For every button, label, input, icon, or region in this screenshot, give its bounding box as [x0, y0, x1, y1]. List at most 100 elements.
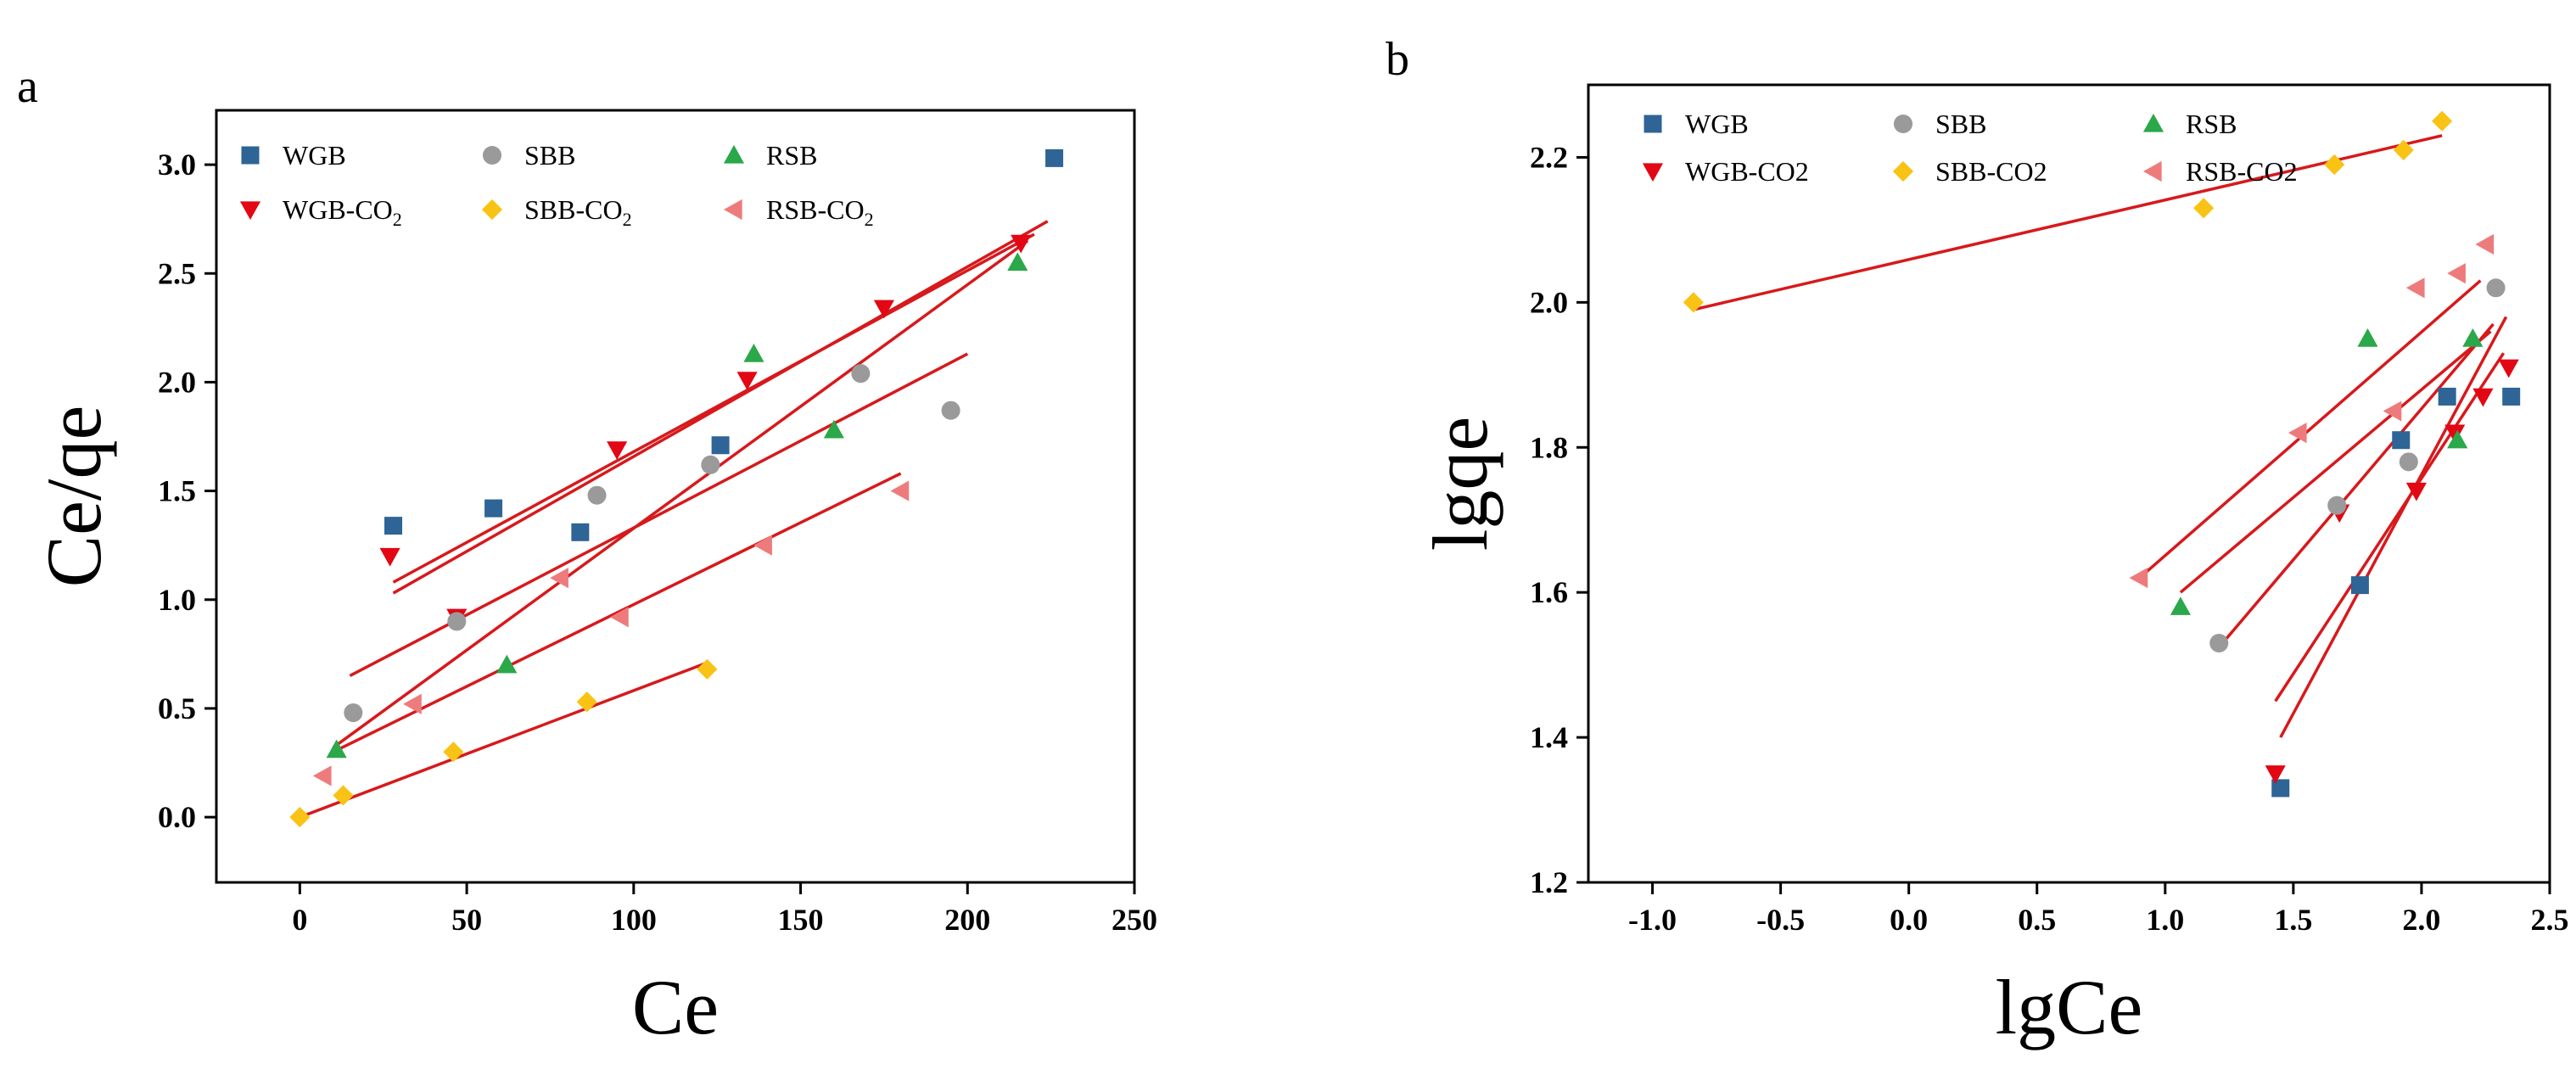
- data-point: [496, 654, 518, 674]
- data-point: [2327, 496, 2347, 515]
- y-tick-label: 1.2: [1530, 865, 1568, 899]
- data-point: [2447, 429, 2468, 449]
- plot-frame: [1587, 83, 2551, 884]
- legend-label: SBB-CO2: [524, 194, 632, 230]
- data-point: [484, 499, 503, 518]
- panel-a-label: a: [17, 60, 38, 113]
- data-point: [610, 607, 629, 628]
- y-tick-label: 3.0: [158, 148, 196, 182]
- legend-marker: [1644, 115, 1662, 133]
- legend-label-subscript: 2: [623, 209, 632, 230]
- data-point: [379, 547, 400, 567]
- fit-line: [392, 232, 1035, 584]
- data-point: [289, 807, 311, 828]
- data-point: [2447, 263, 2466, 284]
- data-point: [326, 739, 347, 759]
- data-point: [2472, 388, 2494, 407]
- x-tick-label: -0.5: [1756, 903, 1805, 937]
- legend-label: SBB-CO2: [1935, 156, 2047, 187]
- fit-line: [349, 352, 969, 678]
- data-point: [1007, 252, 1028, 272]
- legend-label-subscript: 2: [865, 209, 874, 230]
- y-tick-label: 2.0: [158, 365, 196, 399]
- legend-marker: [239, 201, 261, 221]
- data-point: [2193, 198, 2215, 219]
- x-tick-label: 0: [292, 903, 307, 937]
- legend-label: RSB-CO2: [2186, 156, 2298, 187]
- y-tick-label: 1.4: [1530, 720, 1568, 754]
- data-point: [736, 372, 758, 390]
- legend-label: WGB-CO2: [1685, 156, 1809, 187]
- x-tick-label: 200: [944, 903, 990, 937]
- data-point: [2324, 154, 2345, 176]
- x-tick-label: 1.0: [2146, 903, 2184, 937]
- data-point: [2498, 359, 2519, 378]
- data-point: [2265, 765, 2286, 784]
- legend-marker: [2142, 113, 2164, 132]
- data-point: [2383, 400, 2402, 422]
- x-tick-label: 150: [778, 903, 824, 937]
- data-point: [941, 400, 960, 420]
- data-point: [823, 419, 844, 439]
- series-sbb: [344, 364, 960, 723]
- data-point: [2392, 431, 2411, 450]
- legend-label: SBB: [1935, 109, 1986, 139]
- x-tick-label: 0.0: [1890, 903, 1928, 937]
- data-point: [1683, 292, 1704, 313]
- data-point: [312, 765, 332, 787]
- fit-line: [2279, 316, 2508, 738]
- y-tick-label: 2.0: [1530, 285, 1568, 319]
- series-sbb-co2: [289, 658, 718, 828]
- x-tick-label: 100: [611, 903, 657, 937]
- data-point: [571, 523, 590, 541]
- data-point: [2462, 328, 2484, 347]
- series-wgb-co2: [379, 234, 1032, 628]
- legend-marker: [723, 199, 742, 221]
- data-point: [711, 436, 730, 455]
- fit-line: [332, 239, 1029, 749]
- series-wgb: [2271, 387, 2521, 798]
- legend-label: WGB: [1685, 109, 1749, 139]
- series-sbb: [2209, 278, 2506, 653]
- data-point: [2486, 278, 2506, 298]
- fit-line: [1693, 134, 2443, 311]
- data-point: [344, 703, 363, 723]
- fit-line: [392, 220, 1049, 595]
- data-point: [743, 344, 764, 362]
- data-point: [2405, 277, 2425, 299]
- data-point: [2405, 482, 2427, 501]
- data-point: [2502, 387, 2521, 406]
- y-tick-label: 2.5: [158, 256, 196, 290]
- y-tick-label: 2.2: [1530, 140, 1568, 174]
- legend-label: WGB-CO2: [283, 194, 402, 230]
- data-point: [333, 785, 354, 806]
- x-tick-label: -1.0: [1628, 903, 1677, 937]
- legend-marker: [1892, 160, 1914, 182]
- data-point: [2393, 139, 2414, 160]
- fit-line: [299, 661, 708, 819]
- data-point: [1045, 148, 1064, 167]
- data-point: [576, 691, 597, 713]
- y-tick-label: 0.0: [158, 800, 196, 834]
- series-rsb-co2: [2129, 233, 2495, 589]
- data-point: [447, 612, 467, 631]
- legend-marker: [1642, 163, 1664, 182]
- legend-marker: [1893, 114, 1913, 134]
- legend-marker: [482, 145, 502, 165]
- data-point: [2444, 424, 2466, 444]
- data-point: [697, 658, 718, 680]
- data-point: [2170, 596, 2192, 615]
- legend-marker: [2142, 160, 2162, 182]
- data-point: [607, 441, 628, 460]
- legend-marker: [481, 199, 503, 221]
- chart-a: 0 50 100 150 200 250 0.0 0.5 1.0 1.5 2.0 2.5 3.0 Ce Ce…: [31, 109, 1157, 1050]
- data-point: [2475, 233, 2495, 255]
- fit-line: [2179, 330, 2492, 594]
- data-point: [753, 535, 772, 556]
- data-point: [851, 364, 871, 384]
- x-tick-label: 250: [1112, 903, 1157, 937]
- data-point: [701, 455, 720, 474]
- legend-marker: [241, 146, 260, 165]
- y-tick-label: 1.0: [158, 583, 196, 617]
